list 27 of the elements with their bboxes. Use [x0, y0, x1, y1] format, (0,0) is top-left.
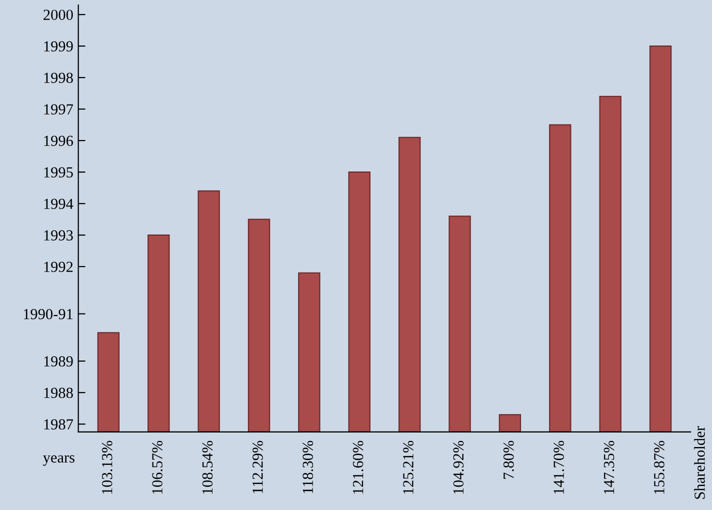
y-tick-label: 1998 [44, 72, 73, 84]
y-tick-label: 1988 [44, 388, 73, 398]
y-tick-label: 1987 [44, 419, 74, 430]
x-tick-label: 106.57% [152, 440, 163, 494]
x-tick-label: 112.29% [252, 440, 263, 494]
x-tick-label: 103.13% [102, 440, 112, 494]
y-tick-label: 1996 [44, 136, 74, 146]
x-tick-label: 118.30% [302, 440, 314, 494]
x-tick-label: 7.80% [503, 440, 514, 479]
y-tick-label: 1997 [44, 104, 74, 115]
y-tick-label: 2000 [44, 10, 73, 20]
y-tick-label: 1993 [44, 230, 73, 241]
text: Shareholder [694, 426, 705, 499]
x-tick-label: 108.54% [202, 440, 213, 494]
y-tick-label: 1990-91 [24, 308, 73, 320]
x-tick-label: 104.92% [453, 440, 464, 494]
y-tick-label: 1992 [44, 262, 73, 272]
y-tick-label: 1999 [44, 41, 73, 52]
x-tick-label: 155.87% [654, 440, 664, 494]
y-tick-label: 1989 [44, 356, 73, 367]
x-tick-label: 147.35% [604, 440, 614, 494]
y-tick-label: 1994 [44, 198, 74, 210]
x-tick-label: 125.21% [403, 440, 414, 494]
y-tick-label: 1995 [44, 167, 73, 178]
x-tick-label: 121.60% [352, 440, 364, 494]
y-axis-title: years [42, 455, 74, 466]
x-tick-label: 141.70% [554, 440, 564, 494]
